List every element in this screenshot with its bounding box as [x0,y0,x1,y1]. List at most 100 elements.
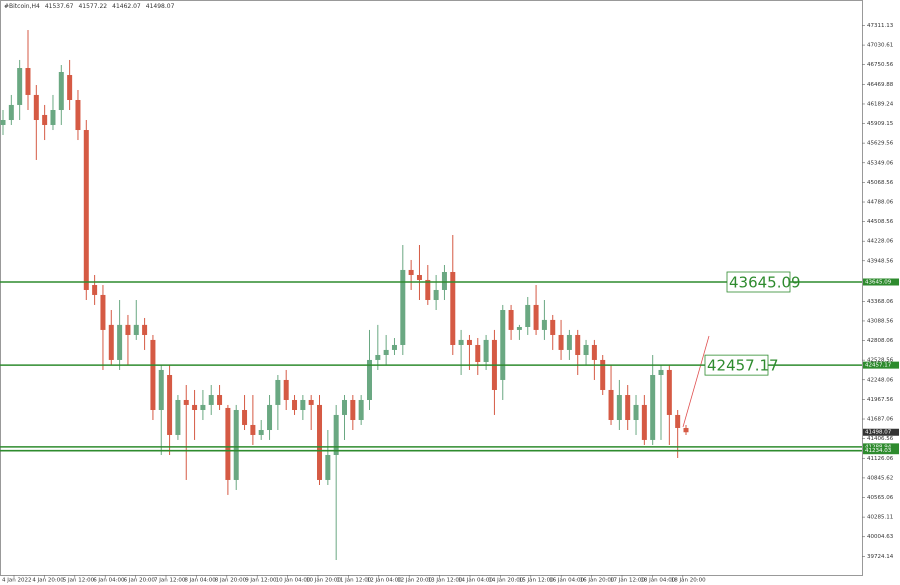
header-value: 41498.07 [146,3,175,10]
header-value: 41462.07 [112,3,141,10]
x-tick-label: 6 Jan 20:00 [124,578,156,584]
y-tick-label: 46750.56 [867,62,894,68]
level-tag [863,447,899,455]
x-tick-label: 7 Jan 12:00 [154,578,186,584]
candle-body [275,379,281,405]
y-tick-label: 47311.13 [867,23,894,29]
y-tick-label: 41967.56 [867,397,894,403]
candle-body [8,104,14,121]
candle-body [650,375,656,440]
candle-body [92,285,98,295]
candle-body [233,409,239,480]
candle-body [25,68,31,95]
x-tick-label: 16 Jan 20:00 [580,578,615,584]
candle-body [225,407,231,480]
price-tag [863,428,899,436]
y-tick-label: 47030.61 [867,43,893,49]
candle-body [167,375,173,435]
x-tick-label: 18 Jan 04:00 [640,578,675,584]
candle-body [408,269,414,276]
candle-body [150,339,156,410]
x-tick-label: 14 Jan 20:00 [488,578,523,584]
candle-body [483,339,489,362]
candle-body [217,395,223,405]
x-tick-label: 5 Jan 12:00 [63,578,95,584]
candle-body [350,399,356,421]
level-label: 42457.17 [707,357,779,375]
y-tick-label: 45068.56 [867,180,894,186]
x-tick-label: 15 Jan 12:00 [519,578,554,584]
candle-body [133,324,139,335]
plot-frame [0,0,863,576]
y-tick-label: 44508.56 [867,219,894,225]
candle-body [42,114,48,125]
y-tick-label: 40565.06 [867,495,894,501]
level-label: 43645.09 [729,274,801,292]
candle-body [117,324,123,360]
x-tick-label: 8 Jan 20:00 [215,578,247,584]
level-tag [863,443,899,451]
x-tick-label: 8 Jan 04:00 [184,578,216,584]
y-tick-label: 40285.11 [867,515,893,521]
x-tick-label: 4 Jan 20:00 [32,578,64,584]
candle-body [525,304,531,328]
y-tick-label: 39724.14 [867,554,894,560]
candle-body [550,319,556,335]
candle-body [125,324,131,335]
candle-body [267,404,273,431]
candle-body [383,349,389,355]
candle-body [300,399,306,410]
candle-body [67,75,73,100]
candle-body [566,334,572,350]
candle-body [600,359,606,390]
candle-body [242,409,248,425]
candle-body [433,289,439,300]
y-tick-label: 43088.56 [867,318,894,324]
candle-body [258,430,264,435]
candle-body [441,272,447,290]
candle-body [0,120,6,125]
candle-body [541,319,547,330]
candle-body [641,404,647,440]
y-tick-label: 44228.06 [867,239,894,245]
candle-body [658,369,664,376]
candle-body [33,94,39,121]
candle-body [50,110,56,125]
candle-body [616,395,622,421]
x-tick-label: 10 Jan 04:00 [276,578,311,584]
candle-body [425,279,431,300]
candle-body [175,399,181,435]
candle-body [358,399,364,421]
candle-body [683,427,689,433]
candle-body [108,324,114,360]
candle-body [308,399,314,405]
candle-body [475,344,481,362]
y-tick-label: 43368.06 [867,299,894,305]
candle-body [391,344,397,350]
y-tick-label: 40845.62 [867,475,893,481]
x-tick-label: 9 Jan 12:00 [245,578,277,584]
candle-body [666,369,672,415]
candle-body [366,359,372,400]
x-tick-label: 17 Jan 12:00 [610,578,645,584]
candle-body [183,399,189,405]
candle-body [200,404,206,410]
candle-body [58,72,64,111]
candle-body [142,324,148,335]
candle-body [533,304,539,330]
level-tag-label: 43645.09 [865,280,892,286]
x-tick-label: 14 Jan 04:00 [458,578,493,584]
candle-body [516,327,522,330]
candle-body [633,404,639,421]
level-box [704,354,769,376]
candle-body [333,414,339,455]
x-tick-label: 13 Jan 12:00 [428,578,463,584]
y-tick-label: 43948.56 [867,258,894,264]
x-tick-label: 12 Jan 04:00 [367,578,402,584]
candle-body [342,399,347,415]
candle-body [466,339,472,345]
level-tag-label: 41234.03 [865,448,892,454]
y-tick-label: 46189.24 [867,101,894,107]
candle-body [675,414,681,428]
y-tick-label: 45909.15 [867,121,894,127]
